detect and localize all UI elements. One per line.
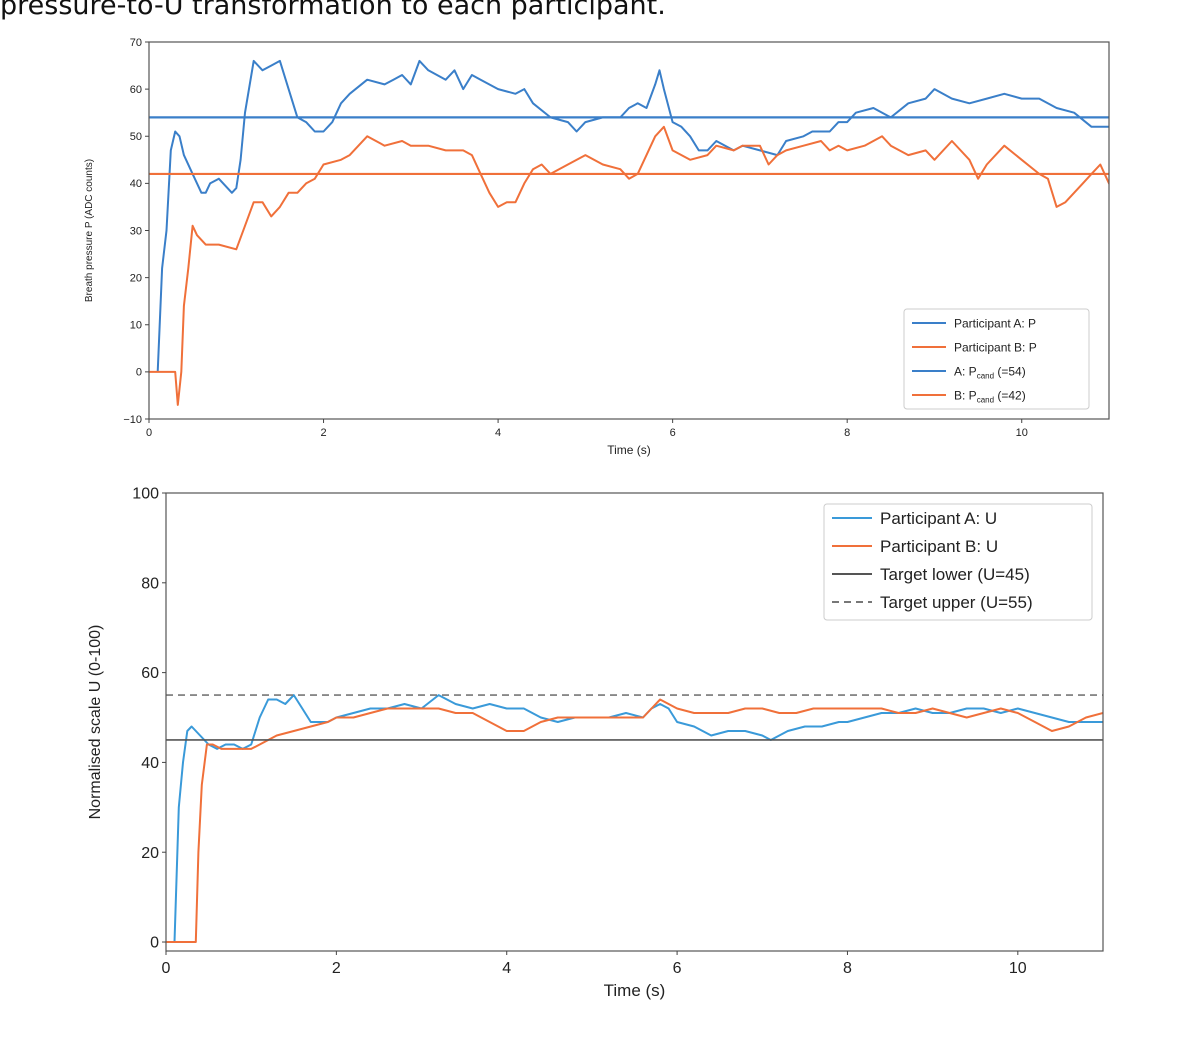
x-axis-label: Time (s) [607,443,651,457]
y-tick-label: 40 [130,178,142,190]
legend-label: Participant B: P [954,340,1037,354]
legend-subscript: cand [977,395,994,404]
x-tick-label: 8 [843,960,852,977]
legend-label: Participant A: U [880,509,997,528]
series-line-0 [173,694,1103,943]
y-axis-label: Normalised scale U (0-100) [87,625,104,820]
y-tick-label: −10 [123,414,142,426]
data-layer [166,694,1103,943]
y-axis-label: Breath pressure P (ADC counts) [84,159,95,302]
legend-label: B: Pcand (=42) [954,388,1026,404]
x-tick-label: 4 [502,960,511,977]
legend-subscript: cand [977,371,994,380]
legend: Participant A: U Participant B: U Target l… [823,503,1093,621]
y-tick-label: 70 [130,37,142,49]
x-tick-label: 6 [673,960,682,977]
x-tick-label: 2 [320,427,326,439]
x-tick-label: 0 [146,427,152,439]
legend-box [823,503,1093,621]
y-tick-label: 0 [150,935,159,952]
legend-label: Target upper (U=55) [880,593,1033,612]
series-line-1 [149,125,1109,406]
y-tick-label: 40 [141,755,159,772]
y-tick-label: 60 [130,84,142,96]
y-tick-label: 30 [130,225,142,237]
pressure-chart: 0 2 4 6 8 10 −10 0 10 20 30 40 50 60 70 Time (s) Breath … [84,37,1110,457]
x-tick-label: 2 [332,960,341,977]
x-axis-label: Time (s) [604,981,666,1000]
y-tick-label: 60 [141,665,159,682]
legend-suffix: (=54) [994,364,1026,378]
y-tick-label: 20 [141,845,159,862]
legend-label: Participant A: P [954,316,1036,330]
x-tick-label: 4 [495,427,501,439]
y-tick-label: 20 [130,272,142,284]
legend-label: Target lower (U=45) [880,565,1030,584]
legend-label: A: Pcand (=54) [954,364,1026,380]
series-line-0 [156,59,1109,372]
legend-suffix: (=42) [994,388,1026,402]
plot-frame [165,492,1104,952]
y-tick-label: 50 [130,131,142,143]
caption-text: pressure-to-U transformation to each par… [0,0,666,21]
legend: Participant A: P Participant B: P A: Pcand… [903,308,1090,410]
series-line-1 [166,698,1103,943]
legend-box [903,308,1090,410]
x-tick-label: 8 [844,427,850,439]
y-tick-label: 100 [132,486,159,503]
x-tick-label: 6 [670,427,676,439]
y-tick-label: 80 [141,575,159,592]
x-tick-label: 0 [162,960,171,977]
data-layer [149,59,1109,406]
y-tick-label: 0 [136,367,142,379]
y-tick-label: 10 [130,320,142,332]
x-tick-label: 10 [1009,960,1027,977]
x-tick-label: 10 [1016,427,1028,439]
legend-label: Participant B: U [880,537,998,556]
